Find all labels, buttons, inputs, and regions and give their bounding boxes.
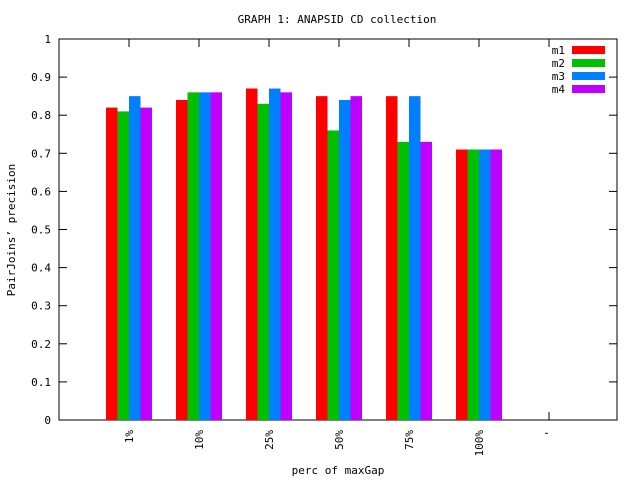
bar-m1 xyxy=(386,96,398,421)
y-tick-label: 1 xyxy=(44,33,51,46)
bars xyxy=(106,88,502,421)
x-tick-label: 100% xyxy=(473,430,486,457)
y-tick-label: 0 xyxy=(44,414,51,427)
x-tick-label: 1% xyxy=(123,430,136,444)
y-tick-label: 0.8 xyxy=(31,109,51,122)
bar-m2 xyxy=(467,149,479,421)
bar-m2 xyxy=(117,111,129,420)
y-tick-label: 0.2 xyxy=(31,338,51,351)
y-tick-label: 0.1 xyxy=(31,376,51,389)
bar-m1 xyxy=(456,149,468,421)
bar-m4 xyxy=(140,107,152,420)
bar-m2 xyxy=(397,141,409,420)
bar-m2 xyxy=(187,92,199,420)
x-axis-label: perc of maxGap xyxy=(292,464,385,477)
bar-m4 xyxy=(210,92,222,420)
legend-swatch-m1 xyxy=(572,46,605,54)
y-tick-label: 0.9 xyxy=(31,71,51,84)
x-tick-label: 10% xyxy=(193,430,206,450)
y-axis-label: PairJoins’ precision xyxy=(5,164,18,296)
bar-m3 xyxy=(409,96,421,421)
y-axis: 0 0.1 0.2 0.3 0.4 0.5 0.6 0.7 0.8 0.9 1 xyxy=(31,33,617,427)
x-tick-label: 25% xyxy=(263,430,276,450)
x-tick-label: 50% xyxy=(333,430,346,450)
legend-label: m4 xyxy=(552,83,566,96)
bar-m3 xyxy=(269,88,281,420)
y-tick-label: 0.5 xyxy=(31,224,51,237)
legend-swatch-m3 xyxy=(572,72,605,80)
legend-label: m3 xyxy=(552,70,565,83)
y-tick-label: 0.6 xyxy=(31,185,51,198)
legend-label: m2 xyxy=(552,57,565,70)
bar-m4 xyxy=(280,92,292,420)
bar-m3 xyxy=(339,99,351,421)
bar-m2 xyxy=(327,130,339,420)
bar-m4 xyxy=(490,149,502,421)
legend-swatch-m2 xyxy=(572,59,605,67)
x-tick-label: 75% xyxy=(403,430,416,450)
y-tick-label: 0.4 xyxy=(31,262,51,275)
bar-m1 xyxy=(176,99,188,421)
legend-label: m1 xyxy=(552,44,565,57)
x-axis: 1% 10% 25% 50% 75% 100% ' xyxy=(123,39,556,457)
chart-title: GRAPH 1: ANAPSID CD collection xyxy=(238,13,437,26)
bar-m1 xyxy=(106,107,118,420)
bar-m1 xyxy=(246,88,258,420)
bar-m1 xyxy=(316,96,328,421)
bar-m3 xyxy=(479,149,491,421)
x-tick-label: ' xyxy=(543,430,556,437)
y-tick-label: 0.3 xyxy=(31,300,51,313)
bar-m4 xyxy=(350,96,362,421)
bar-m4 xyxy=(420,141,432,420)
legend-swatch-m4 xyxy=(572,85,605,93)
y-tick-label: 0.7 xyxy=(31,147,51,160)
bar-m3 xyxy=(129,96,141,421)
bar-m3 xyxy=(199,92,211,420)
bar-m2 xyxy=(257,103,269,421)
